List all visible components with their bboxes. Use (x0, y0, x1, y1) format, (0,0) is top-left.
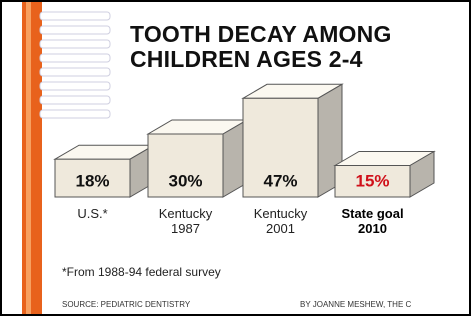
source: SOURCE: PEDIATRIC DENTISTRY (62, 300, 190, 309)
chart: 18% 30% 47% 15% TOOTH DECAY AMONG CHILDREN … (0, 0, 471, 316)
bristle (40, 82, 110, 90)
brush-handle (22, 2, 42, 314)
category-label: Kentucky 1987 (146, 206, 226, 236)
bristle (40, 110, 110, 118)
category-label: Kentucky 2001 (241, 206, 321, 236)
value-label: 18% (75, 171, 109, 190)
bristle (40, 12, 110, 20)
bristle (40, 68, 110, 76)
category-label: U.S.* (53, 206, 133, 221)
value-label: 30% (168, 171, 202, 190)
footnote: *From 1988-94 federal survey (62, 265, 221, 279)
brush-highlight (26, 2, 31, 314)
bristle (40, 54, 110, 62)
bristle (40, 96, 110, 104)
value-label: 15% (355, 171, 389, 190)
value-label: 47% (263, 171, 297, 190)
category-label: State goal 2010 (333, 206, 413, 236)
bristle (40, 26, 110, 34)
bristle (40, 40, 110, 48)
chart-title: TOOTH DECAY AMONG CHILDREN AGES 2-4 (130, 22, 460, 72)
credit: BY JOANNE MESHEW, THE C (300, 300, 411, 309)
